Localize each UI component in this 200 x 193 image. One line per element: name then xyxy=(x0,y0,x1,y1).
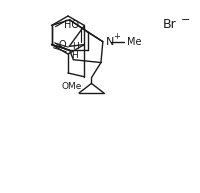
Text: HO: HO xyxy=(64,20,79,30)
Text: +: + xyxy=(112,32,119,41)
Text: H: H xyxy=(71,51,78,60)
Text: OMe: OMe xyxy=(61,82,81,91)
Text: O: O xyxy=(58,40,66,50)
Text: H: H xyxy=(71,42,78,51)
Text: Br: Br xyxy=(162,19,176,31)
Text: N: N xyxy=(105,37,114,47)
Text: −: − xyxy=(180,15,189,25)
Text: Me: Me xyxy=(126,37,141,47)
